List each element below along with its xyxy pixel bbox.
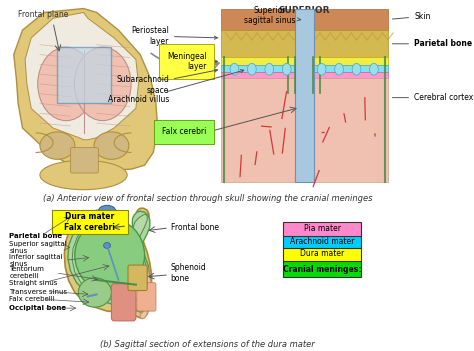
FancyBboxPatch shape bbox=[137, 283, 156, 311]
FancyBboxPatch shape bbox=[221, 72, 388, 78]
FancyBboxPatch shape bbox=[221, 30, 388, 58]
Text: Superior
sagittal sinus: Superior sagittal sinus bbox=[244, 6, 301, 25]
Ellipse shape bbox=[370, 64, 378, 75]
Text: Arachnoid mater: Arachnoid mater bbox=[290, 237, 354, 246]
Text: Transverse sinus: Transverse sinus bbox=[9, 289, 67, 294]
Ellipse shape bbox=[352, 64, 361, 75]
Ellipse shape bbox=[247, 64, 256, 75]
Text: Inferior sagittal
sinus: Inferior sagittal sinus bbox=[9, 254, 63, 267]
FancyBboxPatch shape bbox=[221, 65, 388, 72]
FancyBboxPatch shape bbox=[221, 78, 388, 182]
Polygon shape bbox=[140, 265, 151, 319]
Ellipse shape bbox=[40, 132, 75, 159]
Text: Sphenoid
bone: Sphenoid bone bbox=[171, 263, 207, 283]
Text: Tentorium
cerebelli: Tentorium cerebelli bbox=[9, 266, 44, 279]
Text: Periosteal
layer: Periosteal layer bbox=[131, 26, 218, 46]
FancyBboxPatch shape bbox=[283, 261, 361, 277]
FancyBboxPatch shape bbox=[56, 47, 110, 102]
Ellipse shape bbox=[230, 64, 239, 75]
Polygon shape bbox=[64, 208, 152, 318]
Polygon shape bbox=[72, 214, 147, 309]
Text: Meningeal
layer: Meningeal layer bbox=[167, 52, 207, 71]
Polygon shape bbox=[25, 12, 138, 140]
Text: Dura mater: Dura mater bbox=[300, 249, 344, 258]
Text: Frontal bone: Frontal bone bbox=[171, 223, 219, 232]
Ellipse shape bbox=[283, 64, 291, 75]
Text: Parietal bone: Parietal bone bbox=[392, 39, 472, 48]
FancyBboxPatch shape bbox=[0, 206, 414, 338]
Ellipse shape bbox=[38, 47, 94, 121]
Text: Cranial meninges:: Cranial meninges: bbox=[283, 265, 361, 274]
Ellipse shape bbox=[335, 64, 344, 75]
Ellipse shape bbox=[94, 132, 129, 159]
Text: Superior sagittal
sinus: Superior sagittal sinus bbox=[9, 241, 67, 254]
Text: SUPERIOR: SUPERIOR bbox=[278, 6, 330, 15]
FancyBboxPatch shape bbox=[294, 8, 314, 182]
Text: Falx cerebri: Falx cerebri bbox=[162, 127, 207, 137]
FancyBboxPatch shape bbox=[283, 222, 361, 236]
FancyBboxPatch shape bbox=[0, 1, 414, 192]
FancyBboxPatch shape bbox=[71, 147, 99, 173]
Polygon shape bbox=[14, 8, 158, 170]
Text: Skin: Skin bbox=[392, 12, 430, 21]
Text: (a) Anterior view of frontal section through skull showing the cranial meninges: (a) Anterior view of frontal section thr… bbox=[43, 194, 372, 203]
FancyBboxPatch shape bbox=[221, 8, 388, 30]
Text: Falx cerebelli: Falx cerebelli bbox=[9, 296, 55, 302]
Text: Frontal plane: Frontal plane bbox=[18, 11, 69, 20]
FancyBboxPatch shape bbox=[221, 58, 388, 65]
Ellipse shape bbox=[99, 205, 116, 217]
Ellipse shape bbox=[78, 278, 111, 307]
FancyBboxPatch shape bbox=[128, 265, 147, 291]
Ellipse shape bbox=[74, 47, 131, 121]
Polygon shape bbox=[68, 211, 150, 312]
Text: Dura mater
Falx cerebri: Dura mater Falx cerebri bbox=[64, 212, 115, 232]
Text: Straight sinus: Straight sinus bbox=[9, 280, 58, 286]
Ellipse shape bbox=[265, 64, 273, 75]
Text: Subarachnoid
space: Subarachnoid space bbox=[116, 69, 218, 95]
Text: Parietal bone: Parietal bone bbox=[9, 233, 63, 239]
FancyBboxPatch shape bbox=[283, 234, 361, 249]
Text: Occipital bone: Occipital bone bbox=[9, 305, 66, 311]
FancyBboxPatch shape bbox=[52, 210, 128, 234]
Ellipse shape bbox=[104, 243, 110, 249]
Text: Pia mater: Pia mater bbox=[303, 224, 341, 233]
Ellipse shape bbox=[40, 160, 127, 190]
Text: Arachnoid villus: Arachnoid villus bbox=[108, 69, 244, 104]
Text: (b) Sagittal section of extensions of the dura mater: (b) Sagittal section of extensions of th… bbox=[100, 340, 315, 350]
Ellipse shape bbox=[317, 64, 326, 75]
FancyBboxPatch shape bbox=[111, 284, 136, 321]
Text: Cerebral cortex: Cerebral cortex bbox=[392, 93, 474, 102]
FancyBboxPatch shape bbox=[283, 246, 361, 261]
Ellipse shape bbox=[75, 219, 145, 292]
